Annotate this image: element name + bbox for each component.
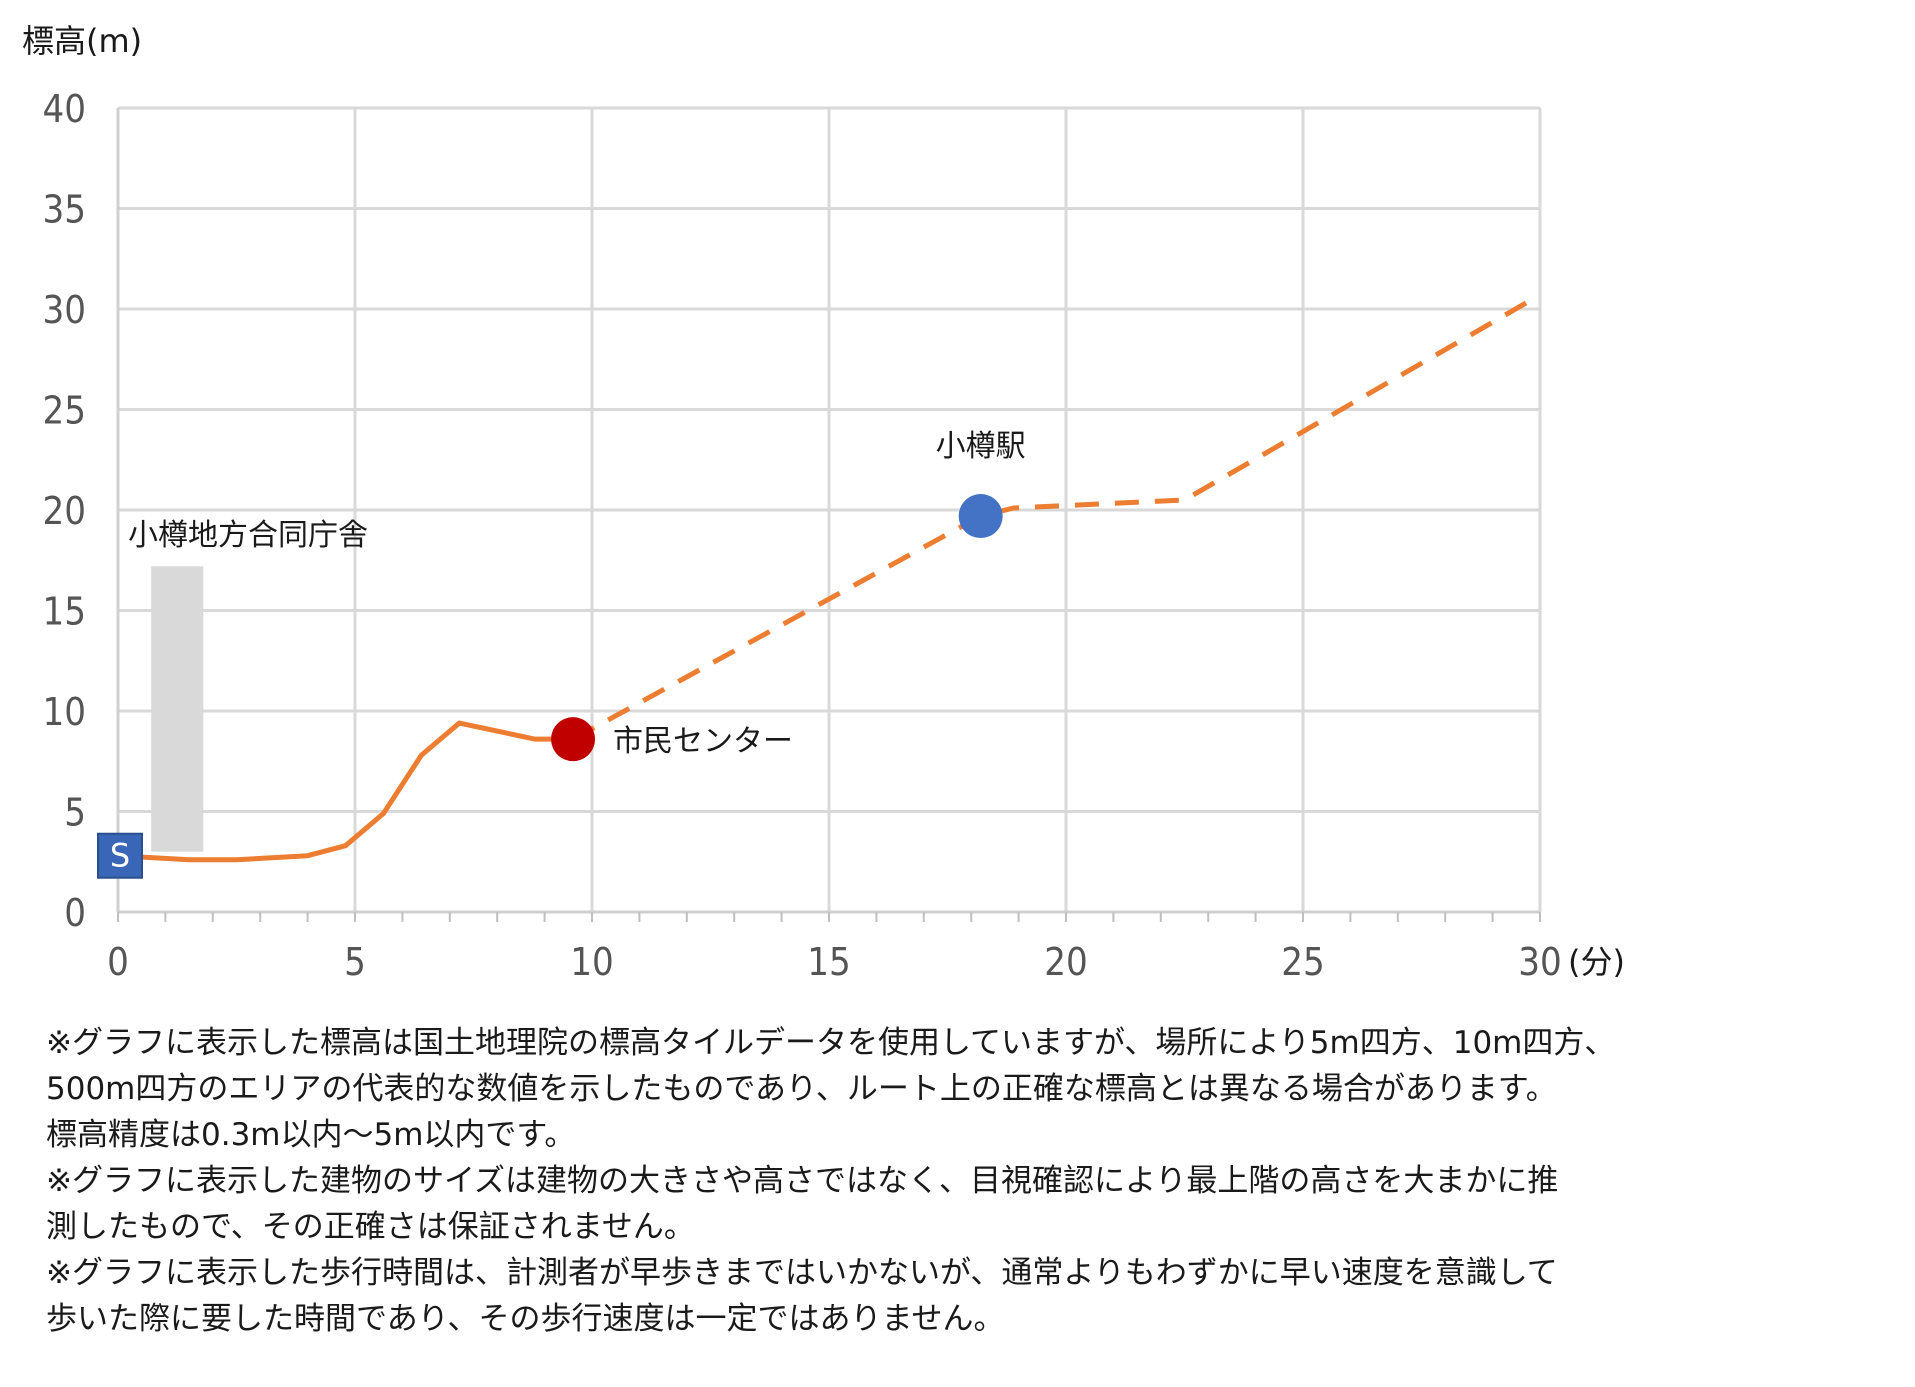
y-tick-label: 30 — [43, 288, 87, 332]
x-tick-label: 10 — [570, 940, 614, 984]
x-tick-label: 30 — [1518, 940, 1562, 984]
tick-labels: 0 5 10 15 20 25 30 35 40 0 5 10 15 20 25 30 — [43, 87, 1562, 984]
series-lines — [117, 292, 1542, 863]
footnote-line: ※グラフに表示した歩行時間は、計測者が早歩きまではいかないが、通常よりもわずかに… — [46, 1255, 1558, 1291]
y-tick-label: 35 — [43, 188, 87, 232]
station-marker — [551, 717, 596, 762]
axes — [116, 108, 1541, 922]
elevation-line-solid — [117, 720, 574, 863]
footnote-line: ※グラフに表示した建物のサイズは建物の大きさや高さではなく、目視確認により最上階… — [46, 1163, 1559, 1199]
markers: S 市民センター 小樽駅 — [97, 429, 1026, 879]
grid — [118, 106, 1542, 912]
y-axis-title: 標高(m) — [22, 22, 142, 60]
footnote-line: 歩いた際に要した時間であり、その歩行速度は一定ではありません。 — [46, 1301, 1005, 1337]
footnotes: ※グラフに表示した標高は国土地理院の標高タイルデータを使用していますが、場所によ… — [46, 1020, 1886, 1342]
y-tick-label: 40 — [43, 87, 87, 131]
station-marker — [958, 494, 1003, 539]
start-marker-label: S — [110, 837, 130, 875]
elevation-chart: 0 5 10 15 20 25 30 35 40 0 5 10 15 20 25 30 小樽地方合同庁舎 S 市… — [22, 22, 1625, 984]
x-tick-label: 5 — [344, 940, 366, 984]
y-tick-label: 20 — [43, 489, 87, 533]
y-tick-label: 10 — [43, 690, 87, 734]
x-axis-title: (分) — [1568, 943, 1625, 981]
footnote-line: 標高精度は0.3m以内〜5m以内です。 — [46, 1117, 576, 1153]
start-marker — [97, 832, 143, 879]
buildings: 小樽地方合同庁舎 — [128, 518, 368, 852]
y-tick-label: 5 — [64, 791, 86, 835]
station-marker-label: 小樽駅 — [936, 429, 1026, 464]
y-tick-label: 25 — [43, 389, 87, 433]
elevation-line-dashed — [571, 292, 1542, 742]
footnote-line: 測したもので、その正確さは保証されません。 — [46, 1209, 695, 1245]
footnote-line: ※グラフに表示した標高は国土地理院の標高タイルデータを使用していますが、場所によ… — [46, 1025, 1616, 1061]
x-tick-label: 20 — [1044, 940, 1088, 984]
footnote-line: 500m四方のエリアの代表的な数値を示したものであり、ルート上の正確な標高とは異… — [46, 1071, 1557, 1107]
station-marker-label: 市民センター — [613, 724, 793, 759]
x-tick-label: 15 — [807, 940, 851, 984]
x-tick-label: 0 — [107, 940, 129, 984]
y-tick-label: 0 — [64, 891, 86, 935]
x-tick-label: 25 — [1281, 940, 1325, 984]
y-tick-label: 15 — [43, 590, 87, 634]
building-bar — [151, 566, 204, 852]
building-label: 小樽地方合同庁舎 — [128, 518, 368, 553]
